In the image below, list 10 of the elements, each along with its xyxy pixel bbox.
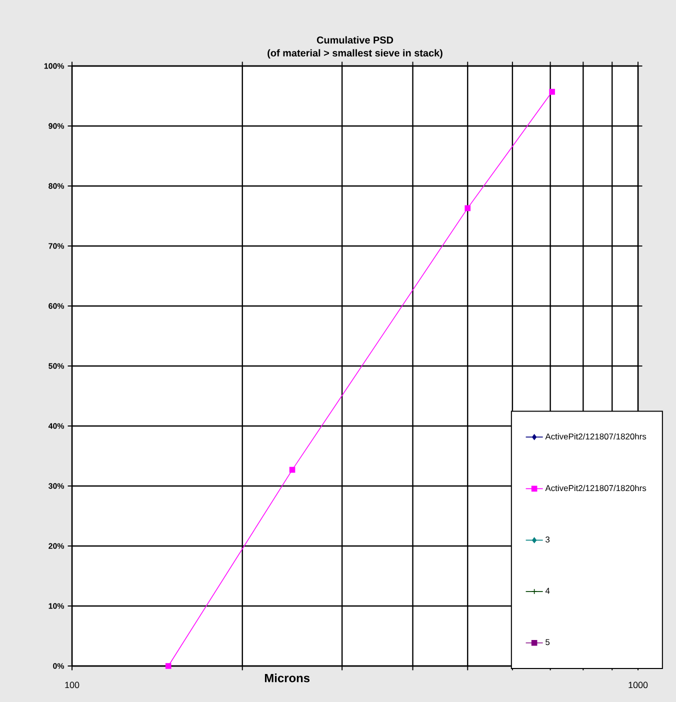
legend-label: ActivePit2/121807/1820hrs [545,484,646,492]
x-axis-title: Microns [264,674,310,682]
legend-label: 4 [545,588,550,594]
legend-label: 5 [546,639,550,646]
x-tick-label: 1000 [628,682,648,688]
chart-title: Cumulative PSD [316,36,394,44]
legend-label: ActivePit2/121807/1820hrs [545,433,646,440]
legend-label: 3 [546,536,550,542]
chart-subtitle: (of material > smallest sieve in stack) [268,49,442,58]
x-tick-label: 100 [65,682,80,688]
